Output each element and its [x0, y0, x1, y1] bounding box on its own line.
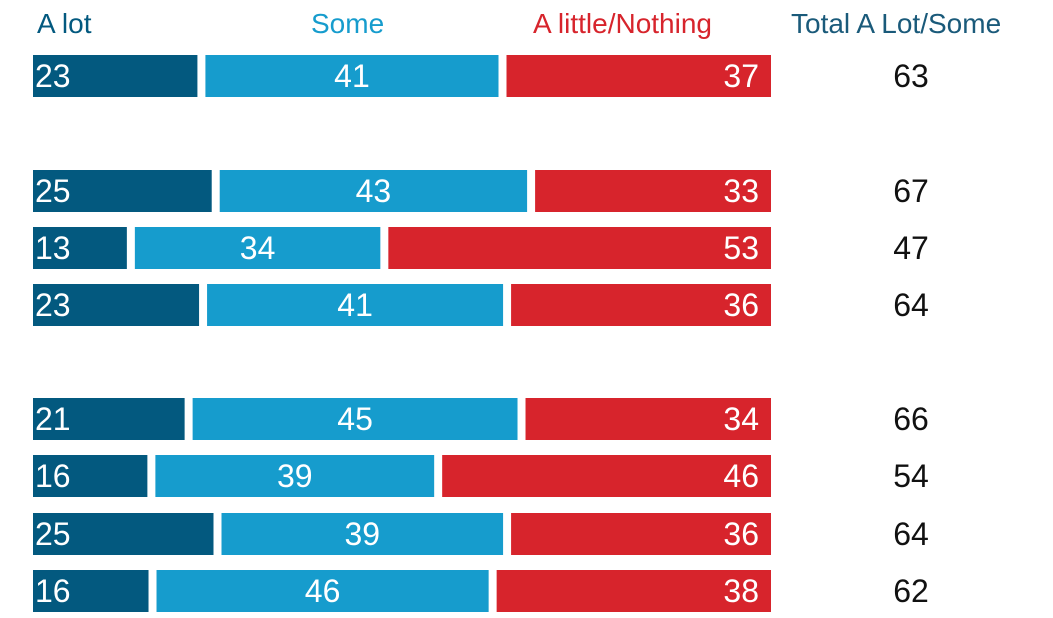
label-some-row-2: 43 [356, 173, 392, 209]
bar-a-little-nothing-row-3 [388, 227, 771, 269]
bar-a-lot-row-8 [33, 570, 149, 612]
label-a-little-nothing-row-5: 34 [723, 401, 759, 437]
header-total-a-lot-some: Total A Lot/Some [791, 8, 1002, 39]
header-some: Some [311, 8, 385, 39]
label-a-lot-row-4: 23 [35, 287, 71, 323]
bar-some-row-2 [219, 170, 528, 212]
bar-some-row-3 [134, 227, 381, 269]
label-a-lot-row-2: 25 [35, 173, 71, 209]
total-a-lot-some-row-4: 64 [893, 287, 929, 323]
label-some-row-7: 39 [344, 516, 380, 552]
bar-some-row-4 [207, 284, 504, 326]
label-a-lot-row-8: 16 [35, 573, 71, 609]
bar-some-row-7 [221, 513, 504, 555]
label-some-row-5: 45 [337, 401, 373, 437]
bar-a-little-nothing-row-8 [496, 570, 771, 612]
bar-a-lot-row-3 [33, 227, 127, 269]
label-a-little-nothing-row-4: 36 [723, 287, 759, 323]
label-a-little-nothing-row-8: 38 [723, 573, 759, 609]
label-some-row-1: 41 [334, 58, 370, 94]
bar-a-little-nothing-row-2 [535, 170, 771, 212]
bar-a-lot-row-7 [33, 513, 214, 555]
label-some-row-3: 34 [240, 230, 276, 266]
bar-a-lot-row-6 [33, 455, 148, 497]
bar-some-row-8 [156, 570, 489, 612]
bar-a-little-nothing-row-5 [525, 398, 771, 440]
header-a-lot: A lot [37, 8, 92, 39]
label-a-little-nothing-row-6: 46 [723, 458, 759, 494]
bar-a-lot-row-5 [33, 398, 185, 440]
total-a-lot-some-row-2: 67 [893, 173, 929, 209]
label-some-row-6: 39 [277, 458, 313, 494]
bar-some-row-5 [192, 398, 518, 440]
total-a-lot-some-row-7: 64 [893, 516, 929, 552]
total-a-lot-some-row-6: 54 [893, 458, 929, 494]
bar-a-lot-row-1 [33, 55, 198, 97]
label-a-little-nothing-row-7: 36 [723, 516, 759, 552]
label-a-little-nothing-row-1: 37 [723, 58, 759, 94]
bar-a-lot-row-4 [33, 284, 200, 326]
bar-a-little-nothing-row-7 [511, 513, 771, 555]
total-a-lot-some-row-3: 47 [893, 230, 929, 266]
bar-a-little-nothing-row-1 [506, 55, 771, 97]
total-a-lot-some-row-5: 66 [893, 401, 929, 437]
total-a-lot-some-row-8: 62 [893, 573, 929, 609]
header-a-little-nothing: A little/Nothing [533, 8, 712, 39]
bar-a-little-nothing-row-6 [442, 455, 771, 497]
label-some-row-8: 46 [305, 573, 341, 609]
label-a-little-nothing-row-3: 53 [723, 230, 759, 266]
label-a-little-nothing-row-2: 33 [723, 173, 759, 209]
label-a-lot-row-7: 25 [35, 516, 71, 552]
label-some-row-4: 41 [337, 287, 373, 323]
label-a-lot-row-1: 23 [35, 58, 71, 94]
bar-a-lot-row-2 [33, 170, 212, 212]
label-a-lot-row-5: 21 [35, 401, 71, 437]
label-a-lot-row-3: 13 [35, 230, 71, 266]
label-a-lot-row-6: 16 [35, 458, 71, 494]
bar-a-little-nothing-row-4 [511, 284, 771, 326]
bar-some-row-6 [155, 455, 435, 497]
bar-some-row-1 [205, 55, 499, 97]
total-a-lot-some-row-1: 63 [893, 58, 929, 94]
